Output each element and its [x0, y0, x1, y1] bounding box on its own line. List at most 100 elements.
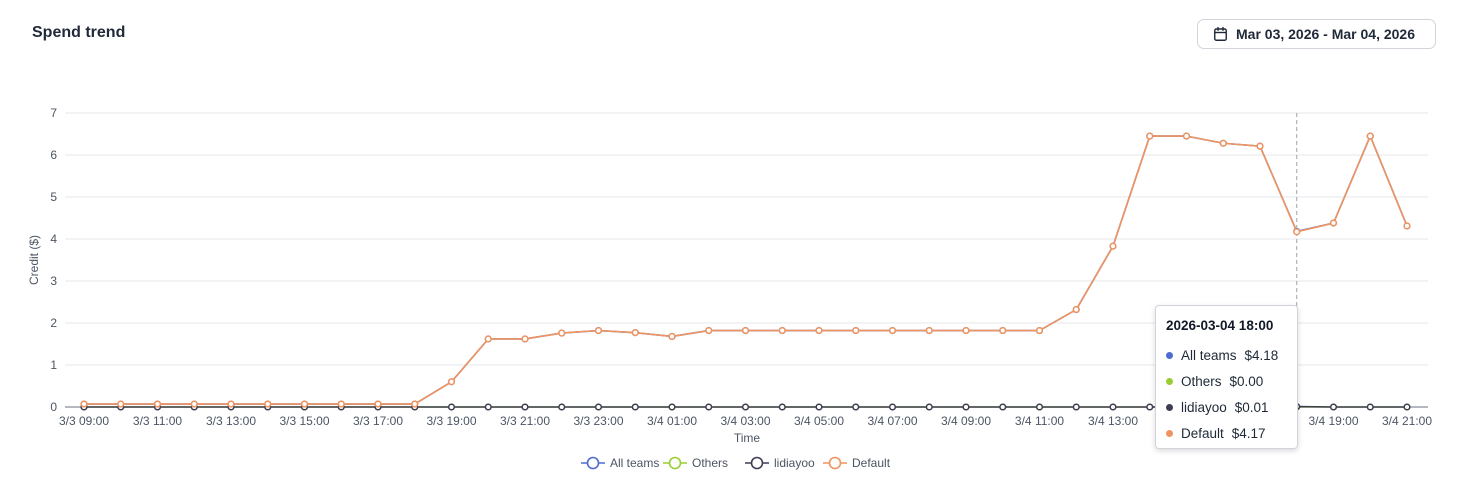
data-point[interactable] — [999, 403, 1007, 411]
x-tick-label: 3/4 09:00 — [941, 414, 991, 428]
data-point[interactable] — [80, 400, 88, 408]
default-dot-icon — [1166, 429, 1173, 437]
data-point[interactable] — [1329, 403, 1338, 411]
y-tick-label: 7 — [50, 106, 57, 120]
legend-label: lidiayoo — [774, 456, 815, 470]
date-range-button[interactable]: Mar 03, 2026 - Mar 04, 2026 — [1197, 19, 1436, 49]
data-point[interactable] — [705, 403, 713, 411]
data-point[interactable] — [1256, 142, 1264, 150]
data-point[interactable] — [1329, 219, 1338, 227]
data-point[interactable] — [1146, 132, 1154, 140]
data-point[interactable] — [962, 327, 970, 335]
chart-tooltip: 2026-03-04 18:00 All teams $4.18 Others … — [1155, 305, 1298, 449]
data-point[interactable] — [815, 327, 823, 335]
data-point[interactable] — [1403, 222, 1411, 230]
y-tick-label: 2 — [50, 316, 57, 330]
data-point[interactable] — [631, 403, 639, 411]
page-title: Spend trend — [32, 24, 126, 41]
data-point[interactable] — [153, 400, 162, 408]
data-point[interactable] — [1219, 139, 1227, 147]
data-point[interactable] — [1403, 403, 1411, 411]
all-teams-dot-icon — [1166, 351, 1173, 359]
calendar-icon — [1214, 27, 1227, 41]
data-point[interactable] — [558, 403, 566, 411]
tooltip-value: $0.01 — [1234, 399, 1269, 415]
data-point[interactable] — [1146, 403, 1154, 411]
legend-marker-icon — [668, 456, 682, 470]
data-point[interactable] — [447, 378, 456, 386]
lidiayoo-dot-icon — [1166, 403, 1173, 411]
legend-item-others[interactable]: Others — [663, 456, 728, 470]
x-tick-label: 3/4 21:00 — [1382, 414, 1432, 428]
data-point[interactable] — [925, 403, 933, 411]
x-tick-label: 3/4 07:00 — [867, 414, 917, 428]
legend-item-default[interactable]: Default — [823, 456, 891, 470]
x-tick-label: 3/3 17:00 — [353, 414, 403, 428]
data-point[interactable] — [1035, 327, 1044, 335]
data-point[interactable] — [521, 403, 529, 411]
data-point[interactable] — [264, 400, 272, 408]
data-point[interactable] — [190, 400, 198, 408]
legend-marker-icon — [828, 456, 842, 470]
data-point[interactable] — [594, 327, 603, 335]
legend-label: Default — [852, 456, 891, 470]
data-point[interactable] — [1293, 228, 1301, 236]
data-point[interactable] — [411, 400, 419, 408]
data-point[interactable] — [778, 327, 786, 335]
data-point[interactable] — [925, 327, 933, 335]
data-point[interactable] — [1109, 242, 1117, 250]
data-point[interactable] — [558, 329, 566, 337]
tooltip-label: Default — [1181, 425, 1224, 441]
data-point[interactable] — [117, 400, 125, 408]
data-point[interactable] — [594, 403, 603, 411]
data-point[interactable] — [962, 403, 970, 411]
y-tick-label: 1 — [50, 358, 57, 372]
y-tick-label: 0 — [50, 400, 57, 414]
data-point[interactable] — [741, 403, 750, 411]
x-tick-label: 3/3 13:00 — [206, 414, 256, 428]
data-point[interactable] — [668, 403, 676, 411]
legend-item-all-teams[interactable]: All teams — [581, 456, 659, 470]
data-point[interactable] — [1366, 403, 1374, 411]
legend-marker-icon — [750, 456, 764, 470]
x-tick-label: 3/3 09:00 — [59, 414, 109, 428]
x-tick-label: 3/4 05:00 — [794, 414, 844, 428]
y-tick-label: 4 — [50, 232, 57, 246]
x-tick-label: 3/3 15:00 — [279, 414, 329, 428]
data-point[interactable] — [484, 403, 492, 411]
data-point[interactable] — [999, 327, 1007, 335]
data-point[interactable] — [815, 403, 823, 411]
data-point[interactable] — [852, 327, 860, 335]
data-point[interactable] — [374, 400, 382, 408]
data-point[interactable] — [1072, 403, 1080, 411]
data-point[interactable] — [705, 327, 713, 335]
tooltip-title: 2026-03-04 18:00 — [1166, 318, 1274, 333]
legend-item-lidiayoo[interactable]: lidiayoo — [745, 456, 815, 470]
data-point[interactable] — [447, 403, 456, 411]
data-point[interactable] — [1182, 132, 1191, 140]
tooltip-row-default: Default $4.17 — [1166, 420, 1287, 446]
data-point[interactable] — [300, 400, 309, 408]
x-tick-label: 3/3 11:00 — [133, 414, 182, 428]
data-point[interactable] — [1072, 306, 1080, 314]
x-tick-label: 3/4 11:00 — [1015, 414, 1064, 428]
data-point[interactable] — [227, 400, 235, 408]
data-point[interactable] — [631, 329, 639, 337]
data-point[interactable] — [888, 327, 897, 335]
data-point[interactable] — [668, 332, 676, 340]
tooltip-value: $4.17 — [1231, 425, 1266, 441]
data-point[interactable] — [888, 403, 897, 411]
data-point[interactable] — [1035, 403, 1044, 411]
x-tick-label: 3/3 23:00 — [573, 414, 623, 428]
y-axis-ticks: 0 1 2 3 4 5 6 7 — [50, 106, 57, 414]
data-point[interactable] — [337, 400, 345, 408]
data-point[interactable] — [741, 327, 750, 335]
data-point[interactable] — [484, 335, 492, 343]
data-point[interactable] — [1366, 132, 1374, 140]
data-point[interactable] — [778, 403, 786, 411]
x-tick-label: 3/3 21:00 — [500, 414, 550, 428]
data-point[interactable] — [521, 335, 529, 343]
x-tick-label: 3/4 01:00 — [647, 414, 697, 428]
data-point[interactable] — [1109, 403, 1117, 411]
data-point[interactable] — [852, 403, 860, 411]
